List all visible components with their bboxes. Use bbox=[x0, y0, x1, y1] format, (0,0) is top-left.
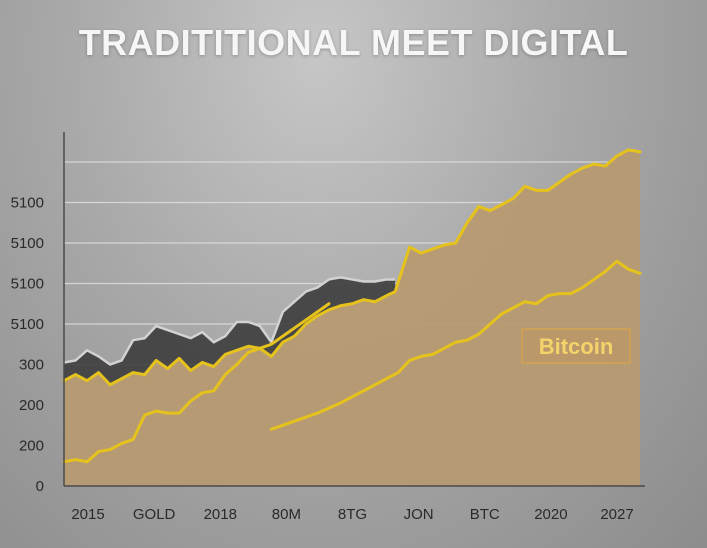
area-series-fill bbox=[64, 149, 640, 486]
y-tick-label: 200 bbox=[19, 397, 44, 414]
x-tick-label: BTC bbox=[470, 506, 500, 523]
y-tick-label: 200 bbox=[19, 438, 44, 455]
series-lines bbox=[62, 148, 642, 464]
x-tick-label: 2015 bbox=[71, 506, 104, 523]
light-price-line bbox=[63, 276, 396, 366]
chart-title: TRADITITIONAL MEET DIGITAL bbox=[78, 22, 629, 63]
price-bands bbox=[63, 276, 396, 385]
y-tick-label: 0 bbox=[36, 478, 44, 495]
y-tick-label: 5100 bbox=[11, 316, 44, 333]
x-tick-label: 2020 bbox=[534, 506, 567, 523]
legend-label: Bitcoin bbox=[539, 334, 614, 359]
y-tick-label: 5100 bbox=[11, 195, 44, 212]
series-line-3 bbox=[269, 259, 642, 431]
y-tick-label: 300 bbox=[19, 357, 44, 374]
axes bbox=[63, 132, 645, 487]
series-line-1 bbox=[62, 148, 642, 387]
legend-box bbox=[521, 328, 631, 364]
x-tick-label: 8TG bbox=[338, 506, 367, 523]
y-tick-label: 5100 bbox=[11, 235, 44, 252]
bitcoin-legend: Bitcoin bbox=[521, 328, 631, 364]
series-line-2 bbox=[62, 302, 331, 464]
x-tick-label: JON bbox=[404, 506, 434, 523]
x-tick-label: 2027 bbox=[600, 506, 633, 523]
y-tick-labels: 0 200 200 300 5100 5100 5100 5100 bbox=[11, 195, 44, 496]
x-tick-label: 80M bbox=[272, 506, 301, 523]
y-tick-label: 5100 bbox=[11, 276, 44, 293]
x-tick-labels: 2015 GOLD 2018 80M 8TG JON BTC 2020 2027 bbox=[71, 506, 633, 523]
area-fill bbox=[64, 149, 640, 486]
x-tick-label: 2018 bbox=[204, 506, 237, 523]
x-tick-label: GOLD bbox=[133, 506, 176, 523]
